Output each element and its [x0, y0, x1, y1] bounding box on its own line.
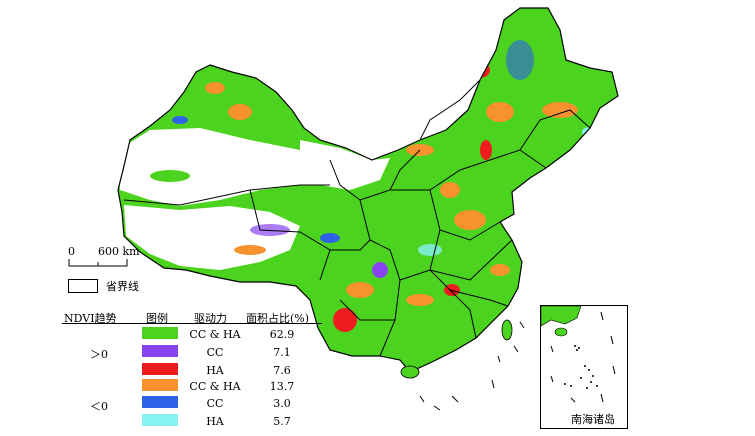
- legend-trend-positive: ＞0: [90, 348, 108, 361]
- legend-divider: [62, 323, 322, 324]
- legend-swatch-pos-cc-ha: [142, 327, 178, 339]
- legend-share-neg-cc-ha: 13.7: [269, 380, 295, 393]
- legend-share-neg-ha: 5.7: [273, 415, 291, 428]
- south-china-sea-inset: 南海诸岛: [540, 305, 628, 429]
- legend-swatch-pos-ha: [142, 363, 178, 375]
- legend-swatch-neg-cc: [142, 396, 178, 408]
- taiwan: [501, 319, 513, 341]
- legend-header-trend: NDVI趋势: [64, 312, 117, 325]
- legend-share-neg-cc: 3.0: [273, 397, 291, 410]
- legend-header-driver: 驱动力: [194, 312, 227, 325]
- legend-driver-neg-cc: CC: [206, 397, 224, 410]
- legend-swatch-neg-ha: [142, 414, 178, 426]
- hainan: [400, 365, 420, 379]
- inset-label: 南海诸岛: [571, 413, 615, 426]
- legend-header-symbol: 图例: [146, 312, 168, 325]
- china-landmass: [118, 8, 618, 372]
- legend-share-pos-ha: 7.6: [273, 364, 291, 377]
- scale-bar: [68, 259, 128, 267]
- legend-trend-negative: ＜0: [90, 400, 108, 413]
- legend-driver-pos-ha: HA: [206, 364, 224, 377]
- inner-mongolia-desert: [300, 140, 390, 190]
- legend-header-share: 面积占比(%): [246, 312, 310, 325]
- legend-driver-neg-ha: HA: [206, 415, 224, 428]
- legend-driver-pos-cc-ha: CC & HA: [189, 328, 241, 341]
- legend-share-pos-cc: 7.1: [273, 346, 291, 359]
- legend-swatch-neg-cc-ha: [142, 379, 178, 391]
- legend-driver-neg-cc-ha: CC & HA: [189, 380, 241, 393]
- boundary-legend-box: [68, 279, 98, 293]
- scale-zero: 0: [68, 245, 75, 258]
- legend-share-pos-cc-ha: 62.9: [269, 328, 295, 341]
- scale-distance: 600 km: [98, 245, 140, 258]
- boundary-legend-label: 省界线: [106, 280, 139, 293]
- inset-map: [541, 306, 616, 403]
- legend-driver-pos-cc: CC: [206, 346, 224, 359]
- legend-swatch-pos-cc: [142, 345, 178, 357]
